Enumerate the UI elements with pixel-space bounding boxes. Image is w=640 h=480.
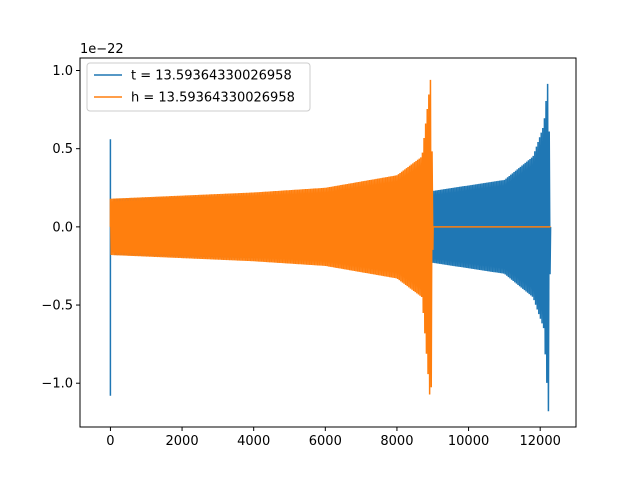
legend-label-1: t = 13.59364330026958: [131, 69, 292, 84]
x-tick-label: 2000: [166, 434, 199, 449]
y-scale-label: 1e−22: [80, 42, 124, 57]
axes: 0 2000 4000 6000 8000 10000 12000 1.0 0.5 0.0 −0.5…: [41, 57, 577, 449]
series-line-2: [109, 79, 551, 395]
x-tick-label: 12000: [520, 434, 561, 449]
legend: t = 13.59364330026958 h = 13.593643300269…: [86, 62, 311, 112]
y-tick-label: 0.0: [52, 220, 73, 235]
x-tick-label: 10000: [448, 434, 489, 449]
x-tick-label: 4000: [237, 434, 270, 449]
x-tick-label: 6000: [309, 434, 342, 449]
plot-area: [109, 79, 552, 412]
x-tick-label: 0: [106, 434, 114, 449]
series-2: [109, 79, 551, 395]
y-tick-label: −1.0: [41, 377, 73, 392]
legend-box: [86, 62, 311, 112]
y-tick-label: 0.5: [52, 142, 73, 157]
y-tick-label: −0.5: [41, 299, 73, 314]
x-tick-label: 8000: [380, 434, 413, 449]
y-tick-label: 1.0: [52, 64, 73, 79]
legend-label-2: h = 13.59364330026958: [131, 91, 295, 106]
axes-frame: [79, 57, 577, 428]
